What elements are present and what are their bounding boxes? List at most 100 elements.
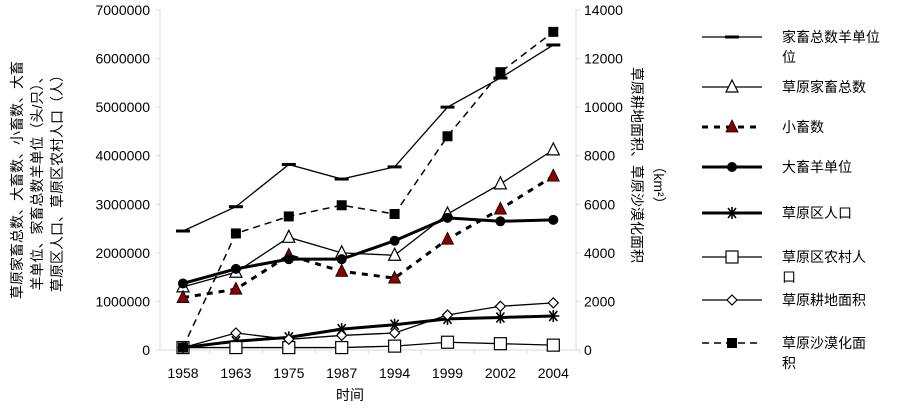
data-point bbox=[440, 335, 455, 349]
data-point bbox=[335, 329, 348, 342]
data-point bbox=[230, 228, 241, 239]
data-point bbox=[494, 300, 507, 313]
data-point bbox=[495, 67, 506, 78]
data-point bbox=[283, 211, 294, 222]
data-point bbox=[176, 289, 190, 303]
y-axis-right-label: 草原耕地面积、草原沙漠化面积 （km²） bbox=[629, 67, 667, 263]
legend-label: 口 bbox=[782, 269, 796, 285]
x-axis-label: 时间 bbox=[336, 387, 364, 403]
data-point bbox=[548, 26, 559, 37]
data-point bbox=[494, 311, 507, 324]
data-point bbox=[547, 310, 560, 322]
legend-item: 草原沙漠化面积 bbox=[702, 335, 866, 371]
y-tick-label-right: 8000 bbox=[584, 148, 615, 164]
legend-label: 积 bbox=[782, 355, 796, 371]
legend-marker bbox=[727, 162, 737, 172]
legend-label: 草原区农村人 bbox=[782, 249, 866, 265]
legend-item: 草原区农村人口 bbox=[702, 249, 866, 285]
data-point bbox=[389, 209, 400, 219]
series-8 bbox=[178, 26, 559, 353]
legend-marker bbox=[725, 119, 739, 133]
data-point bbox=[335, 263, 349, 277]
data-point bbox=[178, 342, 188, 353]
data-point bbox=[336, 254, 347, 265]
y-tick-label-left: 1000000 bbox=[95, 293, 150, 309]
data-point bbox=[546, 168, 560, 182]
data-point bbox=[281, 228, 296, 243]
data-point bbox=[335, 340, 349, 355]
data-point bbox=[493, 175, 508, 190]
x-tick-label: 1994 bbox=[379, 365, 410, 381]
legend-label: 小畜数 bbox=[782, 119, 824, 135]
series-line bbox=[183, 341, 554, 349]
y-tick-label-right: 14000 bbox=[584, 2, 623, 18]
data-point bbox=[388, 339, 402, 353]
data-point bbox=[441, 309, 454, 321]
data-point bbox=[495, 216, 506, 227]
y-tick-label-left: 5000000 bbox=[95, 99, 150, 115]
series-4 bbox=[178, 212, 559, 289]
x-tick-label: 1958 bbox=[167, 365, 198, 381]
y-tick-label-left: 0 bbox=[142, 342, 150, 358]
data-point bbox=[282, 333, 295, 346]
x-tick-label: 1963 bbox=[220, 365, 251, 381]
y-axis-left-label-line: 草原区人口、草原区农村人口（人） bbox=[49, 68, 65, 292]
legend-label: 位 bbox=[782, 49, 796, 65]
legend-item: 草原家畜总数 bbox=[702, 78, 866, 95]
data-point bbox=[442, 212, 453, 223]
data-point bbox=[493, 201, 508, 215]
data-point bbox=[548, 214, 559, 225]
y-axis-left-label-line: 羊单位、家畜总数羊单位（头/只）、 bbox=[29, 70, 45, 291]
y-tick-label-right: 12000 bbox=[584, 51, 623, 67]
y-tick-label-right: 6000 bbox=[584, 196, 615, 212]
series-line bbox=[182, 31, 554, 348]
x-tick-label: 1975 bbox=[273, 365, 304, 381]
data-point bbox=[387, 246, 402, 261]
data-point bbox=[547, 297, 560, 309]
data-point bbox=[230, 263, 241, 274]
legend: 家畜总数羊单位位草原家畜总数小畜数大畜羊单位草原区人口草原区农村人口草原耕地面积… bbox=[702, 29, 880, 371]
legend-marker bbox=[726, 294, 738, 306]
data-point bbox=[178, 278, 188, 289]
y-axis-left-label-line: 草原家畜总数、大畜数、小畜数、大畜 bbox=[9, 61, 25, 299]
y-tick-label-right: 10000 bbox=[584, 99, 623, 115]
x-tick-label: 2002 bbox=[485, 365, 516, 381]
data-point bbox=[387, 270, 402, 284]
data-point bbox=[283, 254, 294, 265]
data-point bbox=[546, 141, 561, 156]
axis-ticks: 0 1000000 2000000 3000000 4000000 5000000 6000… bbox=[95, 2, 623, 381]
legend-label: 大畜羊单位 bbox=[782, 159, 852, 175]
x-tick-label: 2004 bbox=[538, 365, 569, 381]
series-line bbox=[182, 314, 554, 350]
legend-label: 草原家畜总数 bbox=[782, 79, 866, 95]
data-point bbox=[546, 338, 560, 352]
y-tick-label-left: 6000000 bbox=[95, 51, 150, 67]
y-axis-right-label-line: 草原耕地面积、草原沙漠化面积 bbox=[629, 67, 645, 263]
x-tick-label: 1999 bbox=[432, 365, 463, 381]
data-point bbox=[388, 327, 401, 339]
series-1 bbox=[176, 43, 561, 233]
series-line bbox=[182, 302, 554, 349]
series-group bbox=[176, 26, 561, 355]
data-point bbox=[389, 235, 400, 246]
legend-label: 草原沙漠化面 bbox=[782, 335, 866, 351]
data-point bbox=[388, 318, 401, 331]
y-tick-label-left: 3000000 bbox=[95, 196, 150, 212]
x-tick-label: 1987 bbox=[326, 365, 357, 381]
legend-item: 大畜羊单位 bbox=[702, 159, 852, 175]
y-axis-left-label: 草原家畜总数、大畜数、小畜数、大畜 羊单位、家畜总数羊单位（头/只）、 草原区人口、… bbox=[9, 61, 65, 299]
data-point bbox=[230, 327, 242, 339]
data-point bbox=[442, 131, 453, 142]
y-tick-label-left: 4000000 bbox=[95, 148, 150, 164]
y-tick-label-left: 2000000 bbox=[95, 245, 150, 261]
y-tick-label-left: 7000000 bbox=[95, 2, 150, 18]
legend-marker bbox=[725, 78, 739, 93]
data-point bbox=[336, 200, 347, 211]
data-point bbox=[229, 281, 243, 295]
data-point bbox=[440, 231, 455, 245]
y-tick-label-right: 0 bbox=[584, 342, 592, 358]
data-point bbox=[493, 337, 507, 351]
